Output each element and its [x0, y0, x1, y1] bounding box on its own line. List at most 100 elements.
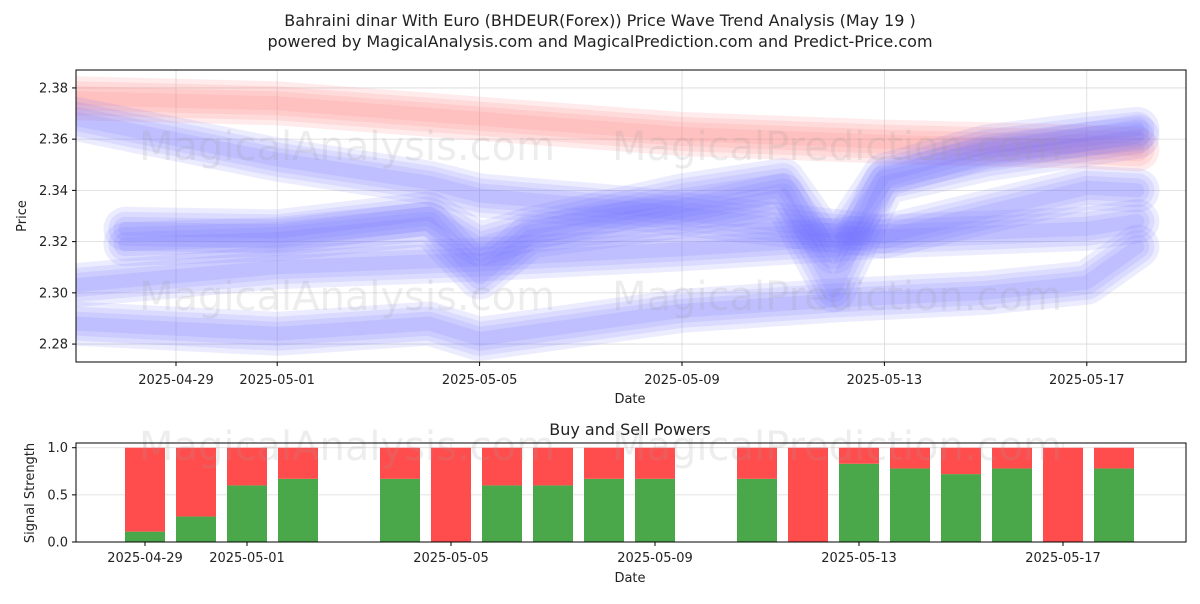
- series-line-blue: [108, 111, 1155, 269]
- sell-bar: [431, 447, 471, 542]
- watermark-text: MagicalPrediction.com: [612, 424, 1062, 470]
- y-tick-label: 0.0: [47, 536, 68, 551]
- sell-bar: [737, 447, 777, 479]
- sell-bar: [890, 447, 930, 469]
- x-tick-label: 2025-05-01: [239, 373, 315, 388]
- sell-bar: [941, 447, 981, 475]
- x-tick-label: 2025-05-09: [617, 551, 693, 566]
- x-tick-label: 2025-05-17: [1049, 373, 1125, 388]
- sell-bar: [839, 447, 879, 464]
- series-line-blue: [108, 119, 1155, 308]
- y-tick-label: 2.32: [39, 235, 68, 250]
- x-tick-label: 2025-05-05: [413, 551, 489, 566]
- buy-bar: [176, 516, 216, 542]
- series-line-blue: [76, 234, 1150, 351]
- y-tick-label: 2.28: [39, 338, 68, 353]
- x-tick-label: 2025-04-29: [107, 551, 183, 566]
- series-line-blue: [113, 124, 1150, 303]
- price-watermarks: MagicalAnalysis.com MagicalPrediction.co…: [139, 124, 1062, 320]
- price-axes-frame: [75, 69, 1187, 363]
- signal-x-axis-label: Date: [614, 571, 645, 586]
- signal-y-axis-label: Signal Strength: [23, 443, 38, 543]
- series-line-blue: [76, 96, 1160, 259]
- price-axes: 2.28 2.30 2.32 2.34 2.36 2.38 2025-04-29 2025-0…: [39, 81, 1125, 388]
- series-line-blue: [113, 116, 1150, 264]
- x-tick-label: 2025-05-05: [442, 373, 518, 388]
- buy-bar: [380, 478, 420, 542]
- signal-watermarks: MagicalAnalysis.com MagicalPrediction.co…: [139, 424, 1062, 470]
- sell-bar: [584, 447, 624, 479]
- y-tick-label: 2.38: [39, 81, 68, 96]
- sell-bar: [125, 447, 165, 532]
- price-y-axis-label: Price: [15, 200, 30, 232]
- series-line-blue: [118, 129, 1145, 298]
- series-line-blue: [76, 106, 1150, 249]
- buy-bar: [125, 531, 165, 542]
- y-tick-label: 2.34: [39, 184, 68, 199]
- buy-bar: [941, 474, 981, 542]
- sell-bar: [380, 447, 420, 479]
- signal-axes: 0.0 0.5 1.0 2025-04-29 2025-05-01 2025-05-05 2…: [47, 441, 1100, 566]
- price-wave-bands: [76, 76, 1160, 361]
- x-tick-label: 2025-05-13: [821, 551, 897, 566]
- series-line-blue: [118, 121, 1145, 259]
- watermark-text: MagicalAnalysis.com: [139, 424, 555, 470]
- sell-bar: [1094, 447, 1134, 469]
- series-line-red: [76, 81, 1155, 167]
- series-line-blue: [76, 229, 1155, 356]
- series-line-blue: [76, 101, 1155, 254]
- series-line-blue: [76, 111, 1145, 244]
- y-tick-label: 2.30: [39, 286, 68, 301]
- series-line-blue: [76, 204, 1155, 303]
- watermark-text: MagicalAnalysis.com: [139, 124, 555, 170]
- watermark-text: MagicalPrediction.com: [612, 124, 1062, 170]
- x-tick-label: 2025-05-09: [644, 373, 720, 388]
- series-line-blue: [76, 209, 1150, 298]
- buy-bar: [278, 478, 318, 542]
- buy-bar: [1094, 468, 1134, 542]
- buy-bar: [737, 478, 777, 542]
- buy-bar: [584, 478, 624, 542]
- signal-bars: [125, 447, 1134, 542]
- sell-bar: [278, 447, 318, 479]
- chart-subtitle: powered by MagicalAnalysis.com and Magic…: [267, 32, 932, 51]
- sell-bar: [533, 447, 573, 486]
- watermark-text: MagicalAnalysis.com: [139, 274, 555, 320]
- x-tick-label: 2025-04-29: [138, 373, 214, 388]
- signal-chart-title: Buy and Sell Powers: [549, 420, 711, 439]
- chart-title: Bahraini dinar With Euro (BHDEUR(Forex))…: [284, 11, 916, 30]
- buy-bar: [635, 478, 675, 542]
- sell-bar: [788, 447, 828, 542]
- buy-bar: [533, 485, 573, 542]
- series-line-red: [76, 91, 1145, 157]
- watermark-text: MagicalPrediction.com: [612, 274, 1062, 320]
- sell-bar: [176, 447, 216, 517]
- y-tick-label: 0.5: [47, 488, 68, 503]
- y-tick-label: 1.0: [47, 441, 68, 456]
- sell-bar: [1043, 447, 1083, 542]
- sell-bar: [227, 447, 267, 486]
- signal-axes-frame: [75, 442, 1187, 543]
- series-line-blue: [76, 239, 1145, 346]
- y-tick-label: 2.36: [39, 133, 68, 148]
- x-tick-label: 2025-05-17: [1025, 551, 1101, 566]
- x-tick-label: 2025-05-01: [209, 551, 285, 566]
- buy-bar: [992, 468, 1032, 542]
- price-grid: [76, 70, 1186, 362]
- price-x-axis-label: Date: [614, 392, 645, 407]
- x-tick-label: 2025-05-13: [847, 373, 923, 388]
- series-line-blue: [76, 199, 1160, 308]
- series-line-blue: [103, 106, 1160, 274]
- sell-bar: [482, 447, 522, 486]
- buy-bar: [227, 485, 267, 542]
- series-line-blue: [76, 224, 1160, 361]
- series-line-red: [76, 76, 1160, 172]
- series-line-red: [76, 86, 1150, 162]
- sell-bar: [992, 447, 1032, 469]
- series-line-blue: [76, 214, 1145, 293]
- sell-bar: [635, 447, 675, 479]
- buy-bar: [890, 468, 930, 542]
- buy-bar: [482, 485, 522, 542]
